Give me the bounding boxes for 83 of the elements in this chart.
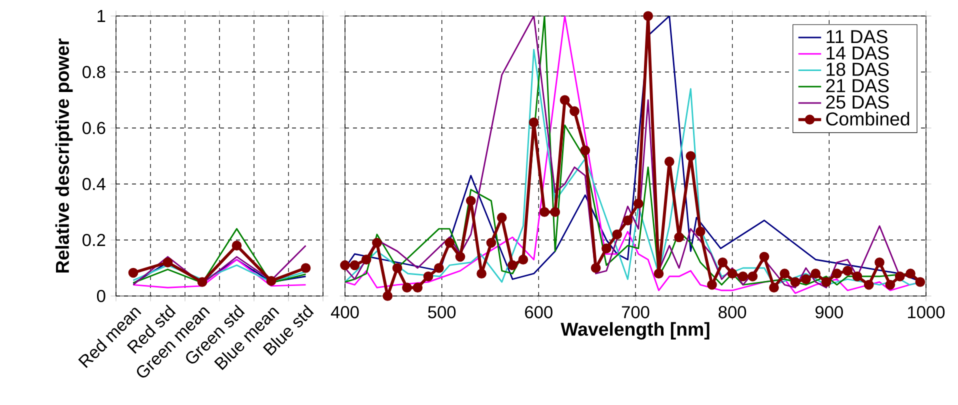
point [759, 252, 770, 262]
point [361, 254, 372, 265]
point [664, 156, 674, 167]
point [780, 268, 790, 279]
legend-label: 18 DAS [826, 62, 889, 76]
point [915, 277, 926, 287]
point [707, 280, 717, 290]
point [842, 266, 852, 276]
point [590, 263, 601, 273]
point [800, 274, 811, 284]
point [392, 263, 402, 273]
point [718, 257, 728, 268]
point [602, 243, 612, 254]
y-tick-label: 0.2 [82, 234, 106, 246]
y-tick-label: 1 [98, 10, 106, 22]
point [412, 282, 423, 293]
point [382, 291, 393, 301]
y-tick-label: 0 [96, 290, 106, 302]
point [686, 151, 696, 161]
point [738, 271, 748, 282]
point [790, 277, 800, 287]
point [372, 238, 382, 248]
point [300, 263, 311, 273]
point [496, 212, 507, 223]
y-tick-label: 0.6 [82, 122, 106, 134]
point [748, 271, 758, 282]
x-tick-label: 700 [622, 306, 650, 318]
point [350, 260, 360, 270]
point [894, 271, 905, 282]
point [518, 254, 528, 265]
point [444, 238, 455, 248]
point [612, 229, 622, 240]
point [340, 260, 350, 270]
x-axis-title: Wavelength [nm] [560, 322, 710, 340]
point [402, 282, 412, 293]
x-tick-label: 900 [816, 306, 843, 318]
point [622, 215, 633, 226]
point [643, 11, 654, 21]
point [885, 280, 896, 290]
x-tick-label: 1000 [908, 306, 945, 318]
point [654, 268, 664, 279]
y-tick-label: 0.4 [82, 178, 106, 190]
point [580, 145, 590, 156]
point [674, 232, 684, 242]
point [266, 276, 276, 286]
point [852, 271, 862, 282]
point [864, 280, 874, 290]
y-tick-label: 0.8 [82, 66, 106, 78]
point [695, 226, 706, 237]
legend-label: 21 DAS [826, 79, 889, 92]
point [162, 257, 173, 268]
point [486, 238, 496, 248]
point [466, 196, 476, 206]
point [769, 282, 779, 293]
point [727, 268, 738, 279]
point [570, 106, 580, 116]
point [560, 95, 570, 105]
point [810, 268, 821, 279]
point [821, 277, 832, 287]
point [906, 268, 916, 279]
point [476, 268, 486, 279]
legend-label: Combined [826, 112, 910, 126]
point [832, 268, 842, 279]
x-tick-label: 600 [525, 306, 552, 318]
x-tick-label: 400 [330, 306, 359, 318]
legend-label: 25 DAS [826, 95, 889, 109]
point [528, 117, 539, 128]
legend-label: 11 DAS [826, 30, 888, 44]
x-tick-label: 800 [718, 306, 746, 318]
point [434, 263, 444, 273]
point [455, 252, 466, 262]
legend-label: 14 DAS [826, 46, 889, 60]
point [633, 198, 644, 209]
point [540, 207, 550, 217]
point [423, 271, 434, 282]
point [232, 240, 242, 251]
point [550, 207, 560, 217]
point [197, 277, 208, 287]
x-tick-label: 500 [428, 306, 456, 318]
y-axis-title: Relative descriptive power [55, 38, 73, 272]
point [874, 257, 884, 268]
point [508, 260, 518, 270]
point [128, 268, 138, 278]
